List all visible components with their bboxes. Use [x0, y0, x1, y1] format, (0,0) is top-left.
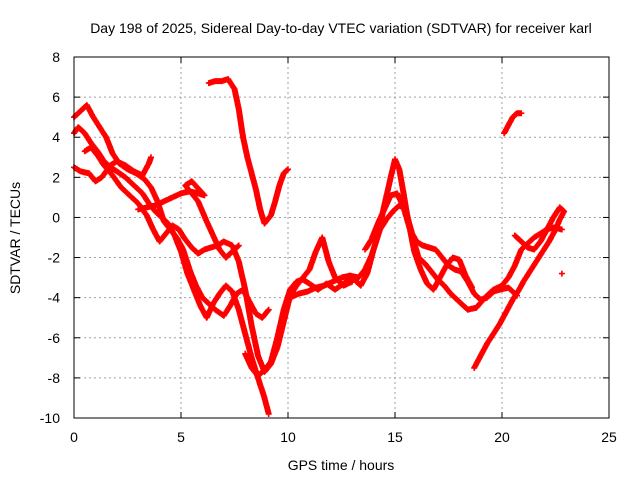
x-tick-label-2: 10: [280, 429, 296, 445]
y-tick-label-5: 0: [52, 209, 60, 225]
y-tick-label-1: -8: [48, 370, 61, 386]
y-tick-label-0: -10: [40, 410, 60, 426]
y-tick-label-8: 6: [52, 89, 60, 105]
series-track-4: [135, 178, 242, 261]
data-marks: [71, 76, 568, 417]
series-track-11: [558, 270, 565, 277]
series-track-10: [501, 110, 525, 137]
y-tick-label-3: -4: [48, 290, 61, 306]
x-tick-label-5: 25: [601, 429, 617, 445]
axis-ticks: [73, 56, 610, 419]
y-tick-label-2: -6: [48, 330, 61, 346]
x-tick-label-1: 5: [177, 429, 185, 445]
x-axis-label: GPS time / hours: [288, 457, 395, 473]
y-tick-labels: -10 -8 -6 -4 -2 0 2 4 6 8: [40, 49, 60, 426]
x-tick-label-4: 20: [494, 429, 510, 445]
series-track-2: [81, 144, 356, 375]
series-track-9: [471, 204, 568, 371]
y-tick-label-9: 8: [52, 49, 60, 65]
x-tick-label-0: 0: [70, 429, 78, 445]
series-track-5: [205, 76, 291, 227]
y-axis-label: SDTVAR / TECUs: [7, 182, 23, 294]
series-track-7: [287, 156, 520, 303]
series-track-8: [362, 190, 475, 293]
plot-frame: [73, 56, 610, 419]
y-tick-label-4: -2: [48, 250, 61, 266]
x-tick-labels: 0 5 10 15 20 25: [70, 429, 617, 445]
y-tick-label-7: 4: [52, 129, 60, 145]
x-tick-label-3: 15: [387, 429, 403, 445]
chart-title: Day 198 of 2025, Sidereal Day-to-day VTE…: [90, 20, 592, 36]
y-tick-label-6: 2: [52, 169, 60, 185]
